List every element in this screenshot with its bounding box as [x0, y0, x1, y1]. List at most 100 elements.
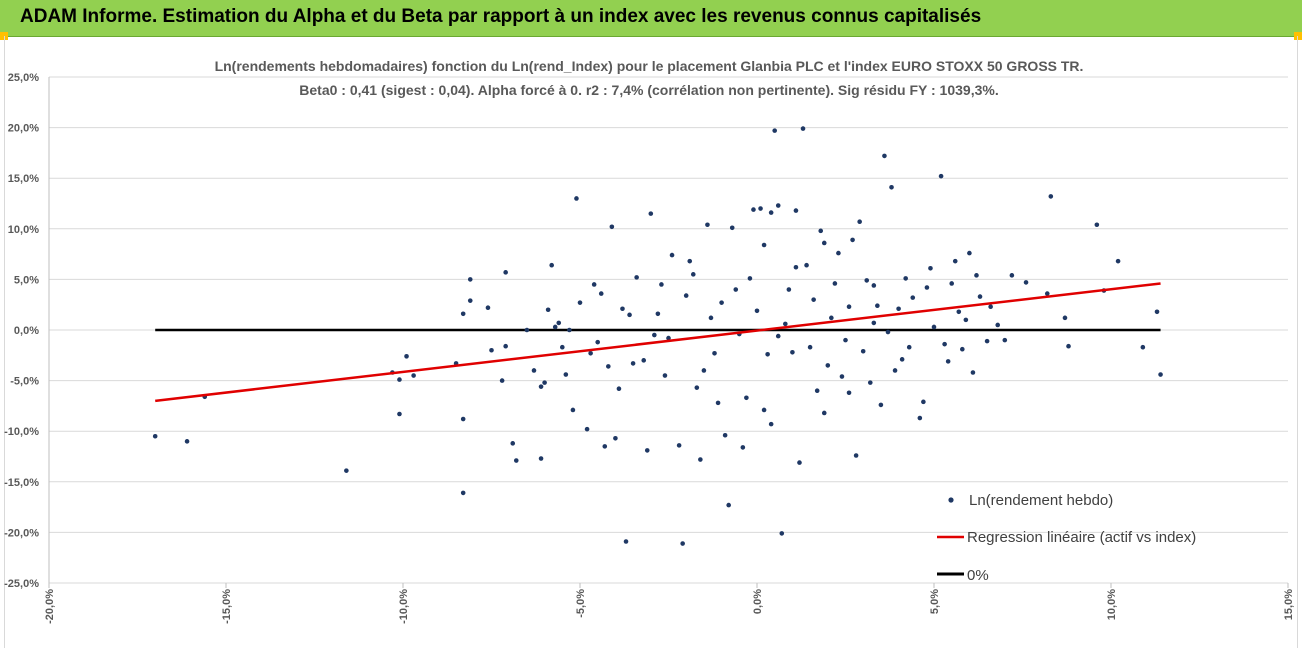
data-point [903, 276, 908, 281]
data-point [821, 240, 827, 246]
data-point [397, 377, 402, 382]
data-point [620, 306, 625, 312]
y-tick-label: 25,0% [8, 72, 39, 84]
data-point [538, 384, 544, 389]
data-point [1048, 194, 1054, 199]
data-point [775, 333, 781, 339]
data-point [772, 128, 777, 133]
data-point [871, 283, 877, 288]
data-point [889, 185, 894, 190]
legend: Ln(rendement hebdo) Regression linéaire … [937, 492, 1196, 584]
data-point [949, 281, 954, 286]
x-tick-label: 0,0% [752, 589, 764, 614]
x-tick-label: 10,0% [1106, 589, 1118, 620]
y-axis-ticks: 25,0% 20,0% 15,0% 10,0% 5,0% 0,0% -5,0% -10,0% -… [4, 72, 39, 590]
data-point [804, 262, 809, 268]
data-point [577, 300, 583, 305]
data-point [694, 385, 700, 390]
data-point [588, 350, 593, 356]
data-point [956, 309, 962, 315]
data-point [467, 277, 473, 282]
data-point [885, 329, 891, 335]
y-tick-label: 10,0% [8, 224, 39, 236]
data-point [411, 373, 416, 378]
legend-label-zero: 0% [967, 567, 989, 584]
data-point [832, 281, 838, 286]
data-point [567, 327, 572, 333]
data-point [938, 173, 944, 179]
legend-marker-points [948, 497, 954, 503]
data-point [1158, 372, 1163, 377]
data-point [538, 456, 544, 461]
data-point [846, 390, 852, 396]
data-point [598, 291, 604, 296]
data-point [797, 460, 802, 465]
data-point [977, 294, 983, 299]
data-point [715, 400, 721, 406]
data-point [1044, 291, 1050, 296]
data-point [747, 276, 753, 281]
data-point [644, 448, 650, 453]
data-point [698, 457, 703, 462]
x-tick-label: -10,0% [398, 589, 410, 624]
data-point [768, 210, 774, 215]
data-point [666, 335, 671, 341]
data-point [655, 311, 661, 317]
x-axis-ticks: -20,0% -15,0% -10,0% -5,0% 0,0% 5,0% 10,0% 15,0… [44, 583, 1295, 624]
x-tick-label: -5,0% [575, 589, 587, 618]
frame-line-right [1297, 36, 1298, 648]
data-point [591, 282, 597, 287]
data-point [910, 295, 916, 300]
data-point [556, 320, 562, 326]
data-point [687, 258, 693, 264]
data-point [896, 306, 901, 312]
data-point [652, 332, 657, 338]
data-point [892, 368, 898, 373]
corner-marker-right [1294, 32, 1302, 40]
data-point [683, 293, 689, 298]
data-point [917, 415, 923, 421]
data-point [627, 312, 632, 318]
data-point [952, 258, 958, 264]
data-point [857, 219, 862, 225]
y-tick-label: 5,0% [14, 274, 39, 286]
x-tick-label: 15,0% [1283, 589, 1295, 620]
y-tick-label: 0,0% [14, 325, 39, 337]
data-point [1066, 343, 1071, 349]
data-point [995, 322, 1001, 328]
data-point [970, 370, 976, 375]
data-point [882, 153, 887, 159]
data-point [931, 324, 937, 330]
data-point [864, 278, 870, 283]
data-point [630, 361, 636, 366]
data-point [779, 531, 785, 536]
data-point [775, 203, 781, 208]
data-point [1062, 315, 1068, 321]
legend-label-points: Ln(rendement hebdo) [969, 492, 1113, 509]
data-point [761, 407, 767, 413]
data-point [875, 303, 880, 309]
data-point [800, 126, 806, 131]
frame-line-left [4, 36, 5, 648]
data-point [807, 344, 813, 350]
data-point [712, 350, 717, 356]
page-title: ADAM Informe. Estimation du Alpha et du … [20, 6, 982, 27]
data-point [843, 337, 848, 343]
data-point [552, 324, 558, 330]
data-point [659, 282, 664, 287]
data-point [942, 341, 947, 347]
data-point [860, 348, 866, 354]
data-point [460, 416, 466, 422]
data-point [825, 363, 831, 368]
data-point [499, 378, 505, 383]
data-point [616, 386, 622, 391]
data-point [623, 539, 629, 544]
data-point [921, 399, 926, 405]
data-point [928, 265, 933, 271]
data-point [560, 344, 565, 350]
data-point [722, 432, 728, 438]
header-bar: ADAM Informe. Estimation du Alpha et du … [0, 0, 1302, 37]
data-point [531, 368, 537, 373]
data-point [974, 273, 979, 278]
